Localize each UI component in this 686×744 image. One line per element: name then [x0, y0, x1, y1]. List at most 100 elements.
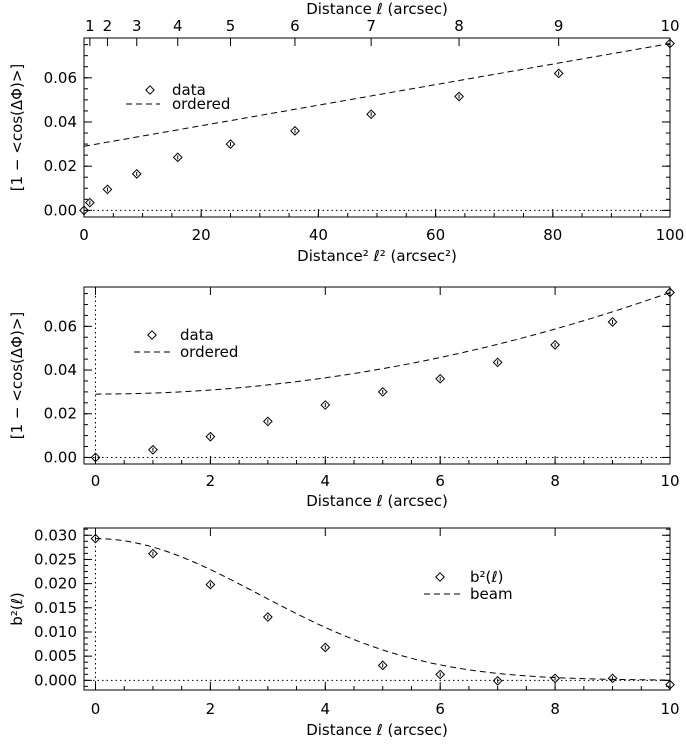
y-tick-label: 0.025: [34, 550, 77, 568]
data-point: [90, 452, 101, 463]
data-point: [492, 675, 503, 686]
top-tick-label: 9: [554, 17, 564, 35]
top-tick-label: 2: [103, 17, 113, 35]
data-point: [665, 679, 675, 690]
y-tick-label: 0.04: [44, 361, 77, 379]
top-axis-label: Distance ℓ (arcsec): [306, 0, 448, 18]
x-tick-label: 60: [426, 226, 445, 244]
x-tick-label: 6: [435, 700, 445, 718]
data-point: [102, 184, 113, 195]
data-point: [377, 386, 388, 397]
top-tick-label: 10: [660, 17, 679, 35]
y-tick-label: 0.010: [34, 623, 77, 641]
data-point: [320, 400, 331, 410]
legend-label: data: [172, 81, 206, 99]
y-tick-label: 0.06: [44, 317, 77, 335]
y-tick-label: 0.02: [44, 405, 77, 423]
legend-marker: [145, 85, 155, 95]
legend-label: data: [180, 326, 214, 344]
x-tick-label: 80: [543, 226, 562, 244]
y-tick-label: 0.02: [44, 157, 77, 175]
legend-label: b²(ℓ): [470, 568, 503, 586]
data-point: [148, 444, 158, 455]
series-line-ordered: [95, 291, 671, 395]
legend-marker: [435, 572, 445, 582]
x-tick-label: 100: [656, 226, 685, 244]
series-line-beam: [95, 538, 671, 681]
x-axis-label: Distance² ℓ² (arcsec²): [297, 247, 457, 265]
data-point: [131, 168, 142, 179]
x-tick-label: 2: [206, 472, 216, 490]
series-line-ordered: [83, 43, 671, 147]
y-tick-label: 0.020: [34, 575, 77, 593]
top-tick-label: 8: [454, 17, 464, 35]
data-point: [454, 91, 464, 102]
data-point: [607, 673, 618, 684]
x-tick-label: 0: [79, 226, 89, 244]
x-tick-label: 10: [660, 472, 679, 490]
data-point: [290, 125, 300, 136]
y-axis-label: [1 − <cos(ΔΦ)>]: [8, 64, 26, 192]
top-tick-label: 3: [132, 17, 142, 35]
data-point: [665, 287, 675, 298]
x-tick-label: 8: [550, 700, 560, 718]
data-point: [225, 139, 236, 149]
y-tick-label: 0.00: [44, 448, 77, 466]
legend-label: ordered: [180, 343, 238, 361]
data-point: [435, 669, 446, 680]
plot-frame: [83, 527, 671, 691]
panel-3: 0 2 4 6 8 10 0.000 0.005 0.010 0.015 0.020 0.025 0.0…: [8, 526, 680, 739]
top-tick-label: 1: [85, 17, 95, 35]
y-tick-label: 0.005: [34, 647, 77, 665]
x-tick-label: 0: [91, 700, 101, 718]
y-tick-label: 0.00: [44, 201, 77, 219]
data-point: [366, 109, 377, 120]
x-axis-label: Distance ℓ (arcsec): [306, 492, 448, 510]
data-point: [172, 152, 183, 163]
data-point: [377, 660, 388, 671]
data-point: [492, 357, 503, 368]
panel-2: 0 2 4 6 8 10 0.00 0.02 0.04 0.06 Distance ℓ (arcse…: [8, 286, 680, 510]
y-tick-label: 0.000: [34, 671, 77, 689]
data-point: [205, 431, 216, 442]
x-tick-label: 8: [550, 472, 560, 490]
x-tick-label: 10: [660, 700, 679, 718]
data-point: [550, 673, 561, 684]
y-axis-label: [1 − <cos(ΔΦ)>]: [8, 312, 26, 440]
data-point: [90, 533, 101, 544]
data-point: [84, 197, 95, 208]
legend-label: ordered: [172, 95, 230, 113]
data-point: [607, 317, 618, 327]
data-point: [665, 38, 675, 49]
data-point: [435, 373, 446, 384]
plot-frame: [83, 37, 671, 218]
panel-1: 0 20 40 60 80 100 0.00 0.02 0.04 0.06 1 2 3 4 5 6 7 8 9 10 D…: [8, 0, 684, 265]
top-tick-label: 4: [173, 17, 183, 35]
data-point: [79, 205, 89, 216]
x-tick-label: 4: [321, 472, 331, 490]
x-tick-label: 2: [206, 700, 216, 718]
top-tick-label: 5: [226, 17, 236, 35]
x-tick-label: 20: [192, 226, 211, 244]
data-point: [262, 612, 273, 622]
top-tick-label: 6: [290, 17, 300, 35]
x-tick-label: 6: [435, 472, 445, 490]
x-tick-label: 0: [91, 472, 101, 490]
data-point: [320, 642, 331, 653]
y-axis-label: b²(ℓ): [8, 592, 26, 625]
y-tick-label: 0.015: [34, 599, 77, 617]
top-tick-label: 7: [366, 17, 376, 35]
data-point: [553, 68, 564, 79]
plot-frame: [83, 286, 671, 465]
x-axis-label: Distance ℓ (arcsec): [306, 721, 448, 739]
legend-label: beam: [470, 585, 513, 603]
x-tick-label: 4: [321, 700, 331, 718]
y-tick-label: 0.030: [34, 526, 77, 544]
y-tick-label: 0.06: [44, 69, 77, 87]
y-tick-label: 0.04: [44, 113, 77, 131]
data-point: [262, 416, 273, 427]
data-point: [550, 339, 561, 350]
legend-marker: [147, 330, 157, 340]
data-point: [148, 548, 158, 559]
